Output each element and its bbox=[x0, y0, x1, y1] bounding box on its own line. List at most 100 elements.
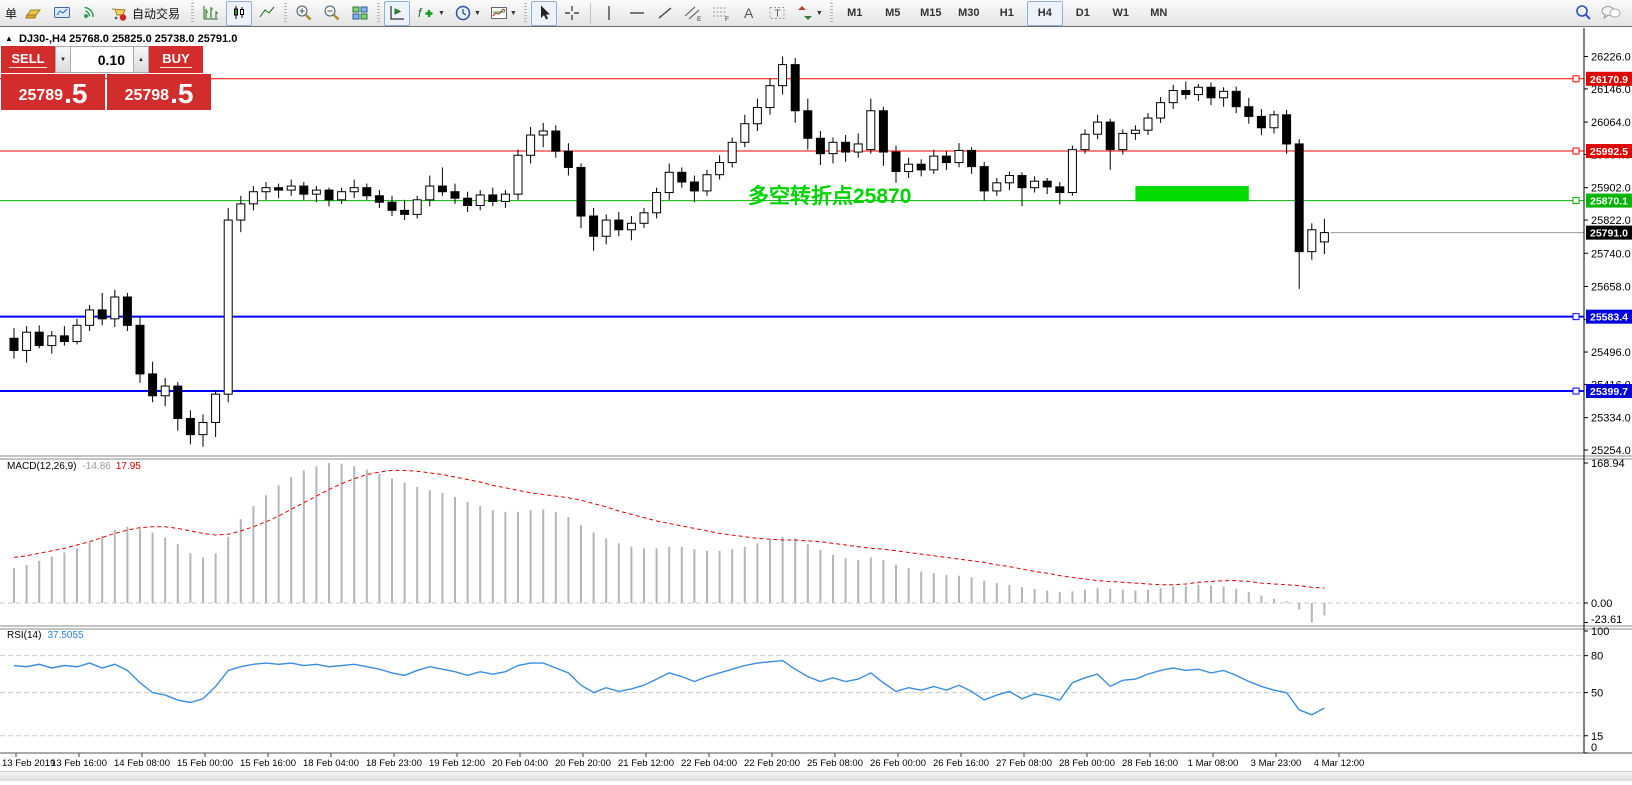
svg-text:26064.0: 26064.0 bbox=[1591, 117, 1631, 129]
crosshair-icon[interactable] bbox=[559, 1, 585, 26]
timeframe-m5[interactable]: M5 bbox=[885, 7, 901, 19]
indicators-icon[interactable]: f ▼ bbox=[412, 1, 448, 26]
svg-text:14 Feb 08:00: 14 Feb 08:00 bbox=[114, 758, 170, 769]
sell-price-pips: .5 bbox=[64, 78, 88, 109]
svg-text:4 Mar 12:00: 4 Mar 12:00 bbox=[1314, 758, 1365, 769]
svg-text:3 Mar 23:00: 3 Mar 23:00 bbox=[1251, 758, 1302, 769]
symbol-marker-icon: ▲ bbox=[5, 34, 13, 43]
svg-text:1 Mar 08:00: 1 Mar 08:00 bbox=[1188, 758, 1239, 769]
svg-text:25583.4: 25583.4 bbox=[1590, 312, 1628, 324]
chat-icon[interactable] bbox=[1598, 1, 1624, 26]
svg-text:20 Feb 20:00: 20 Feb 20:00 bbox=[555, 758, 611, 769]
svg-text:0: 0 bbox=[1591, 742, 1597, 754]
svg-text:19 Feb 12:00: 19 Feb 12:00 bbox=[429, 758, 485, 769]
sell-price[interactable]: 25789 .5 bbox=[1, 74, 105, 110]
volume-input[interactable] bbox=[71, 46, 133, 73]
dropdown-arrow-icon: ▼ bbox=[509, 9, 517, 17]
gold-bar-icon[interactable] bbox=[21, 1, 47, 26]
toolbar-separator bbox=[589, 2, 591, 24]
templates-icon[interactable]: ▼ bbox=[486, 1, 520, 26]
spinner-down-icon: ▼ bbox=[60, 56, 66, 63]
volume-down-button[interactable]: ▼ bbox=[55, 46, 71, 73]
timeframe-m30[interactable]: M30 bbox=[958, 7, 980, 19]
svg-text:0.00: 0.00 bbox=[1591, 598, 1612, 610]
zoom-in-icon[interactable] bbox=[291, 1, 317, 26]
svg-text:25254.0: 25254.0 bbox=[1591, 445, 1631, 457]
svg-text:-23.61: -23.61 bbox=[1591, 614, 1622, 626]
svg-text:25334.0: 25334.0 bbox=[1591, 413, 1631, 425]
timeframe-h1[interactable]: H1 bbox=[999, 7, 1014, 19]
chart-symbol: DJ30-,H4 bbox=[18, 33, 67, 45]
macd-main-value: -14.86 bbox=[82, 461, 111, 472]
svg-text:25740.0: 25740.0 bbox=[1591, 248, 1631, 260]
buy-price-main: 25798 bbox=[124, 87, 170, 104]
svg-text:80: 80 bbox=[1591, 651, 1603, 663]
search-icon[interactable] bbox=[1570, 1, 1596, 26]
zoom-out-icon[interactable] bbox=[319, 1, 345, 26]
vertical-line-tool-icon[interactable] bbox=[596, 1, 622, 26]
svg-text:26 Feb 00:00: 26 Feb 00:00 bbox=[870, 758, 926, 769]
cursor-icon[interactable] bbox=[530, 0, 557, 26]
auto-trading-button[interactable]: 自动交易 bbox=[105, 1, 187, 26]
sell-button[interactable]: SELL bbox=[1, 46, 55, 73]
timeframe-d1[interactable]: D1 bbox=[1075, 7, 1090, 19]
svg-text:21 Feb 12:00: 21 Feb 12:00 bbox=[618, 758, 674, 769]
svg-text:25658.0: 25658.0 bbox=[1591, 281, 1631, 293]
svg-text:50: 50 bbox=[1591, 688, 1603, 700]
svg-text:25399.7: 25399.7 bbox=[1590, 386, 1628, 398]
svg-text:28 Feb 00:00: 28 Feb 00:00 bbox=[1059, 758, 1115, 769]
timeframe-mn[interactable]: MN bbox=[1150, 7, 1168, 19]
svg-text:26170.9: 26170.9 bbox=[1590, 74, 1628, 86]
channel-tool-icon[interactable]: E bbox=[680, 1, 706, 26]
macd-name: MACD(12,26,9) bbox=[7, 461, 77, 472]
svg-text:28 Feb 16:00: 28 Feb 16:00 bbox=[1122, 758, 1178, 769]
svg-text:18 Feb 23:00: 18 Feb 23:00 bbox=[366, 758, 422, 769]
toolbar-grip bbox=[284, 3, 288, 23]
timeframe-m1[interactable]: M1 bbox=[847, 7, 863, 19]
buy-price[interactable]: 25798 .5 bbox=[107, 74, 211, 110]
chart-shift-icon[interactable] bbox=[384, 0, 411, 26]
volume-up-button[interactable]: ▲ bbox=[133, 46, 149, 73]
buy-button[interactable]: BUY bbox=[149, 46, 203, 73]
svg-text:22 Feb 20:00: 22 Feb 20:00 bbox=[744, 758, 800, 769]
svg-text:15 Feb 16:00: 15 Feb 16:00 bbox=[240, 758, 296, 769]
horizontal-line-tool-icon[interactable] bbox=[624, 1, 650, 26]
svg-text:22 Feb 04:00: 22 Feb 04:00 bbox=[681, 758, 737, 769]
fibonacci-tool-icon[interactable]: F bbox=[708, 1, 734, 26]
toolbar-grip bbox=[377, 3, 381, 23]
text-label-tool-icon[interactable]: T bbox=[764, 1, 790, 26]
text-tool-icon[interactable]: A bbox=[736, 1, 762, 26]
dropdown-arrow-icon: ▼ bbox=[438, 9, 445, 17]
svg-text:13 Feb 16:00: 13 Feb 16:00 bbox=[51, 758, 107, 769]
svg-text:26 Feb 16:00: 26 Feb 16:00 bbox=[933, 758, 989, 769]
new-order-button[interactable]: 单 bbox=[5, 6, 18, 21]
svg-text:f: f bbox=[418, 6, 423, 20]
svg-text:多空转折点25870: 多空转折点25870 bbox=[748, 184, 911, 208]
svg-text:100: 100 bbox=[1591, 626, 1609, 638]
terminal-icon[interactable] bbox=[49, 1, 75, 26]
dropdown-arrow-icon: ▼ bbox=[815, 9, 823, 17]
timeframe-m15[interactable]: M15 bbox=[920, 7, 942, 19]
svg-text:26146.0: 26146.0 bbox=[1591, 84, 1631, 96]
macd-signal-value: 17.95 bbox=[115, 461, 141, 472]
tile-windows-icon[interactable] bbox=[347, 1, 373, 26]
svg-text:T: T bbox=[774, 9, 780, 20]
svg-text:25791.0: 25791.0 bbox=[1590, 228, 1628, 240]
timeframe-w1[interactable]: W1 bbox=[1112, 7, 1130, 19]
svg-text:A: A bbox=[744, 5, 754, 21]
signal-icon[interactable] bbox=[77, 1, 103, 26]
rsi-label: RSI(14) 37.5055 bbox=[7, 630, 84, 641]
sell-price-main: 25789 bbox=[18, 87, 64, 104]
macd-label: MACD(12,26,9) -14.86 17.95 bbox=[7, 461, 141, 472]
candlestick-chart-icon[interactable] bbox=[226, 0, 253, 26]
periods-icon[interactable]: ▼ bbox=[450, 1, 484, 26]
timeframe-h4[interactable]: H4 bbox=[1026, 0, 1063, 26]
arrows-tool-icon[interactable]: ▼ bbox=[792, 1, 826, 26]
bar-chart-icon[interactable] bbox=[198, 1, 224, 26]
line-chart-icon[interactable] bbox=[254, 1, 280, 26]
svg-text:13 Feb 2019: 13 Feb 2019 bbox=[2, 758, 55, 769]
one-click-trade-panel: SELL ▼ ▲ BUY 25789 .5 25798 .5 bbox=[1, 46, 211, 110]
trendline-tool-icon[interactable] bbox=[652, 1, 678, 26]
svg-text:168.94: 168.94 bbox=[1591, 458, 1625, 470]
